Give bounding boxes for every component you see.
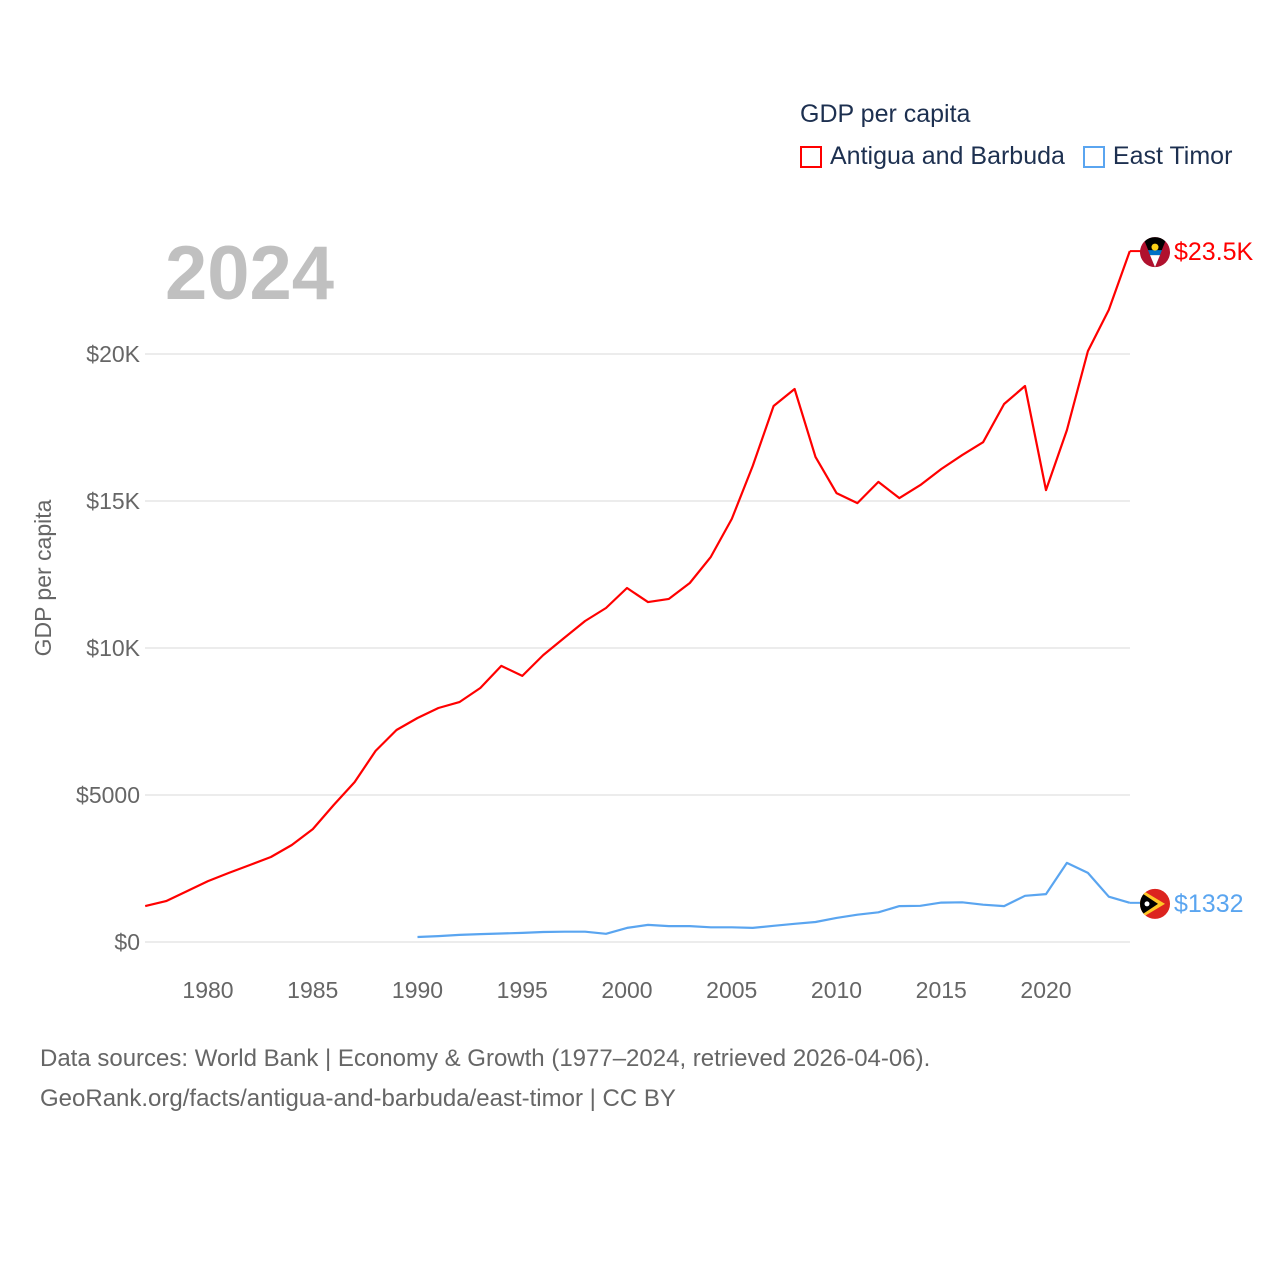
x-tick-label: 1990 [392, 977, 443, 1003]
end-value-label-1: $1332 [1174, 890, 1244, 918]
x-tick-label: 2015 [916, 977, 967, 1003]
x-tick-label: 1980 [182, 977, 233, 1003]
x-tick-label: 2005 [706, 977, 757, 1003]
east-timor-flag-icon [1140, 888, 1170, 919]
x-tick-label: 2020 [1020, 977, 1071, 1003]
series-line-0 [144, 250, 1131, 908]
y-axis-label: GDP per capita [30, 499, 56, 656]
legend-label-antigua[interactable]: Antigua and Barbuda [830, 142, 1065, 170]
year-label: 2024 [165, 231, 335, 316]
series-line-1 [417, 861, 1131, 939]
footer-sources: Data sources: World Bank | Economy & Gro… [40, 1045, 931, 1072]
antigua-flag-icon [1140, 237, 1170, 268]
footer-link[interactable]: GeoRank.org/facts/antigua-and-barbuda/ea… [40, 1085, 676, 1112]
x-tick-label: 1985 [287, 977, 338, 1003]
y-tick-label: $20K [86, 341, 140, 367]
legend: Antigua and Barbuda East Timor [800, 142, 1232, 171]
end-value-label-0: $23.5K [1174, 238, 1254, 266]
x-tick-label: 2010 [811, 977, 862, 1003]
y-tick-label: $15K [86, 488, 140, 514]
y-tick-label: $5000 [76, 782, 140, 808]
legend-swatch-east-timor[interactable] [1082, 145, 1105, 168]
y-tick-label: $0 [114, 929, 140, 955]
x-tick-label: 2000 [601, 977, 652, 1003]
legend-swatch-antigua[interactable] [800, 145, 822, 168]
y-tick-label: $10K [86, 635, 140, 661]
x-tick-label: 1995 [497, 977, 548, 1003]
legend-title: GDP per capita [800, 100, 971, 128]
legend-label-east-timor[interactable]: East Timor [1112, 142, 1233, 170]
